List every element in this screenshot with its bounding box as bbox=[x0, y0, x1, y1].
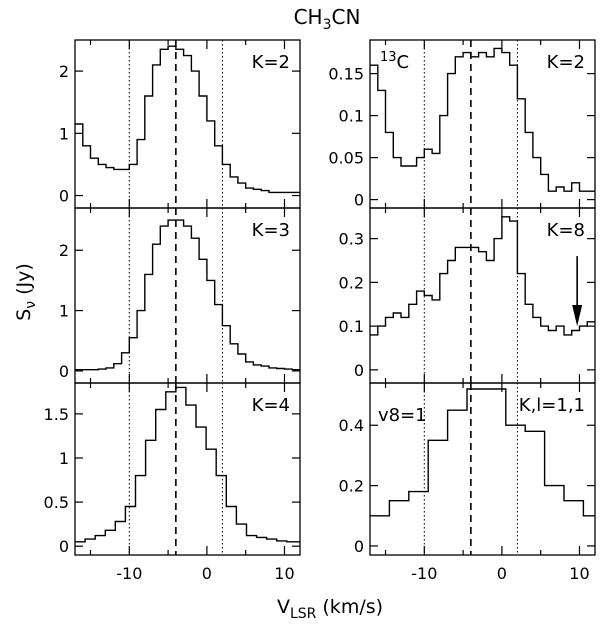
y-tick-label: 0.2 bbox=[339, 273, 364, 292]
panel-left-top: 0 1 2 K=2 bbox=[59, 39, 301, 209]
spectrum-line bbox=[75, 45, 300, 194]
y-tick-label: 1 bbox=[59, 124, 69, 143]
y-tick-label: 0.1 bbox=[339, 107, 364, 126]
y-tick-label: 0.15 bbox=[328, 65, 364, 84]
y-tick-label: 0 bbox=[354, 361, 364, 380]
isotope-element: C bbox=[397, 52, 410, 73]
vibration-annotation: v8=1 bbox=[378, 405, 427, 426]
panel-label: K=2 bbox=[252, 52, 290, 73]
y-axis-title: Sν (Jy) bbox=[13, 263, 39, 321]
x-axis-title: VLSR (km/s) bbox=[277, 596, 383, 622]
arrow-head bbox=[572, 305, 583, 327]
y-tick-label: 0 bbox=[59, 187, 69, 206]
y-tick-label: 1.5 bbox=[44, 405, 69, 424]
y-tick-label: 2 bbox=[59, 241, 69, 260]
panel-label: K=4 bbox=[252, 395, 290, 416]
x-tick-label: -10 bbox=[116, 564, 142, 583]
panel-right-top: 0 0.05 0.1 0.15 K=2 13C bbox=[328, 39, 596, 210]
panels: 0 1 2 K=2 0 1 2 K=3 0 0.5 1 1.5 -10 0 10 K=4 0 0.05 0.1 0.1… bbox=[44, 39, 596, 583]
panel-label: K=3 bbox=[252, 220, 290, 241]
panel-label: K=8 bbox=[547, 220, 585, 241]
x-axis-title-units: (km/s) bbox=[316, 596, 383, 618]
panel-label: K,l=1,1 bbox=[519, 395, 585, 416]
spectrum-line bbox=[370, 216, 595, 336]
figure-title: CH3CN bbox=[294, 5, 361, 33]
y-tick-label: 1 bbox=[59, 449, 69, 468]
title-subscript: 3 bbox=[323, 17, 332, 33]
panel-left-bottom: 0 0.5 1 1.5 -10 0 10 K=4 bbox=[44, 382, 301, 583]
title-tail: CN bbox=[332, 5, 361, 29]
x-axis-title-sub: LSR bbox=[290, 606, 317, 622]
y-tick-label: 0.3 bbox=[339, 230, 364, 249]
x-tick-label: 0 bbox=[202, 564, 212, 583]
panel-frame bbox=[369, 382, 596, 556]
panel-right-middle: 0 0.1 0.2 0.3 K=8 bbox=[339, 207, 596, 384]
y-axis-title-sub: ν bbox=[23, 301, 39, 309]
x-tick-label: 10 bbox=[274, 564, 294, 583]
spectrum-line bbox=[370, 388, 595, 517]
y-tick-label: 0 bbox=[59, 362, 69, 381]
y-axis-title-units: (Jy) bbox=[13, 263, 35, 301]
y-tick-label: 0 bbox=[354, 191, 364, 210]
y-tick-label: 0.05 bbox=[328, 149, 364, 168]
y-tick-label: 0.5 bbox=[44, 493, 69, 512]
panel-right-bottom: 0 0.2 0.4 -10 0 10 K,l=1,1 v8=1 bbox=[339, 382, 596, 583]
panel-left-middle: 0 1 2 K=3 bbox=[59, 207, 301, 384]
x-tick-label: 10 bbox=[569, 564, 589, 583]
panel-label: K=2 bbox=[547, 52, 585, 73]
isotope-annotation: 13C bbox=[380, 50, 409, 73]
y-tick-label: 2 bbox=[59, 62, 69, 81]
isotope-mass: 13 bbox=[380, 50, 397, 65]
x-tick-label: -10 bbox=[411, 564, 437, 583]
y-tick-label: 0 bbox=[59, 537, 69, 556]
y-tick-label: 0.1 bbox=[339, 317, 364, 336]
y-tick-label: 0 bbox=[354, 537, 364, 556]
panel-frame bbox=[74, 382, 301, 556]
spectrum-line bbox=[370, 47, 595, 192]
y-tick-label: 1 bbox=[59, 302, 69, 321]
spectrum-line bbox=[75, 386, 300, 543]
y-tick-label: 0.4 bbox=[339, 416, 364, 435]
y-tick-label: 0.2 bbox=[339, 477, 364, 496]
x-tick-label: 0 bbox=[497, 564, 507, 583]
spectrum-line bbox=[75, 219, 300, 371]
